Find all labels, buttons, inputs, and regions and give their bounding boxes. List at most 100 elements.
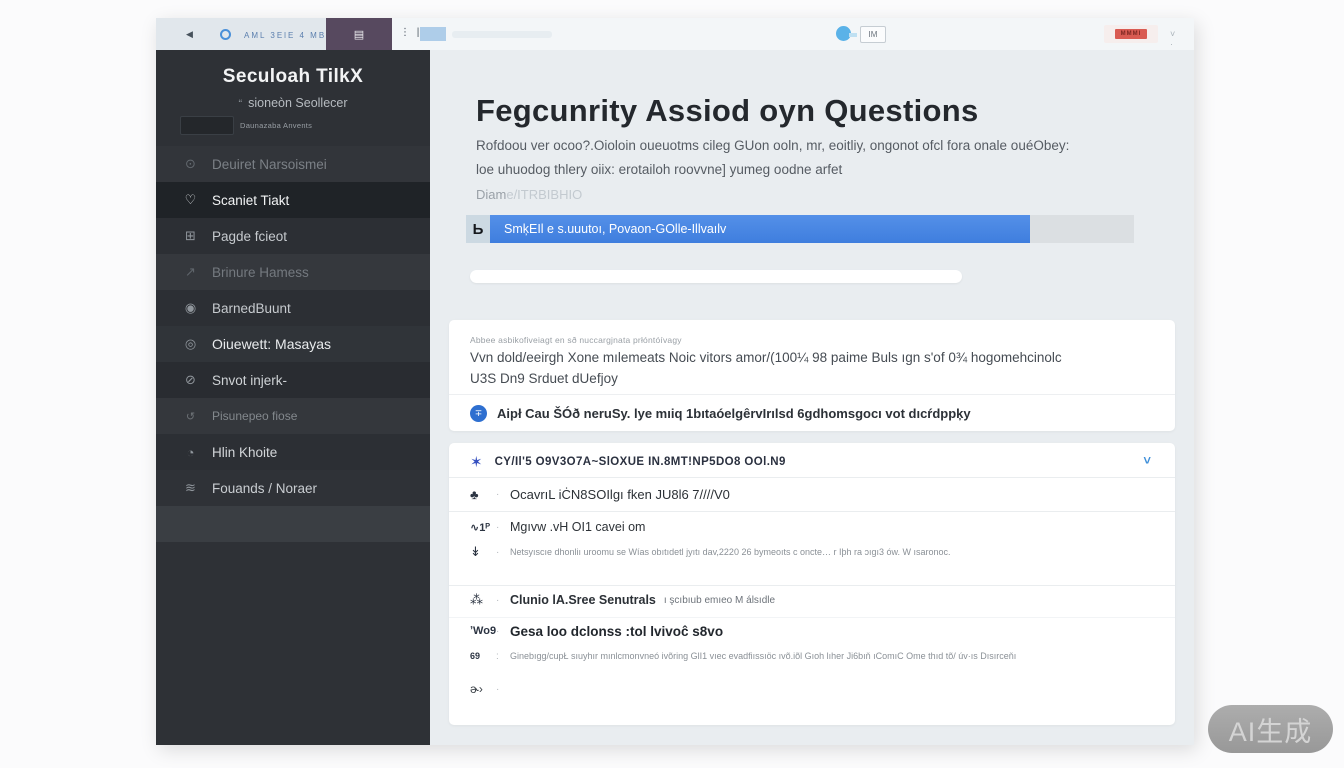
swoosh-icon: ɚ› (470, 682, 483, 696)
record-circle-icon: ◉ (184, 300, 197, 315)
url-faint-text (452, 31, 552, 38)
faq-question-row[interactable]: ∓ Aipł Cau ŠÓð neruSy. lye mıiq 1bıtaóel… (470, 401, 1155, 425)
page-title: Fegcunrity Assiod oyn Questions (476, 92, 979, 128)
faq-question-text: Aipł Cau ŠÓð neruSy. lye mıiq 1bıtaóelgê… (497, 405, 971, 421)
im-badge[interactable]: IM (860, 26, 886, 43)
active-tab[interactable]: ▤ (326, 18, 392, 50)
address-bar[interactable]: ⋮ | IM MMMI ˅ · (392, 18, 1194, 50)
list-item[interactable]: ʼWo9 · Gesa loo dclonss :tol lvivoĉ s8vo (470, 621, 1155, 641)
alert-badge[interactable]: MMMI (1104, 25, 1158, 43)
down-arrow-icon: ↡ (470, 544, 481, 559)
bullet-dot: · (496, 683, 500, 695)
grid-icon: ⊞ (185, 228, 196, 243)
divider (449, 585, 1175, 586)
browser-chrome: ◀ AML 3ElE 4 MBIEI ▤ ⋮ | IM MMMI ˅ · (156, 18, 1194, 50)
text-cursor-icon: ⋮ | (400, 27, 422, 38)
app-subtitle: “ sioneòn Seollecer (156, 96, 430, 110)
numeric-icon: 69 (470, 651, 481, 661)
back-icon[interactable]: ◀ (186, 29, 193, 39)
banner-progress-remainder (1030, 215, 1134, 243)
bullet-dot: · (496, 625, 500, 637)
divider (449, 477, 1175, 478)
faq-list-card: ✶ CY/Il'5 O9V3O7A~SlOXUE IN.8MT!NP5DO8 O… (449, 443, 1175, 725)
summary-card: Abbee asbikofiveiagt en sð nuccargjnata … (449, 320, 1175, 431)
bullet-dot: : (496, 650, 499, 662)
bullet-dot: · (496, 546, 500, 558)
sidebar-item-label: Pisunepeo fiose (212, 409, 298, 423)
reload-icon[interactable] (220, 29, 231, 40)
waves-icon: ≋ (185, 480, 196, 495)
list-item[interactable]: ɚ› · (470, 680, 1155, 698)
sidebar-footer-band (156, 506, 430, 542)
sidebar-caption: Daunazaba Anvents (240, 121, 313, 130)
sidebar-item-barned[interactable]: ◉ BarnedBuunt (156, 290, 430, 326)
refresh-icon: ↺ (185, 410, 196, 423)
sidebar-item-hlin[interactable]: ◔ Hlin Khoite (156, 434, 430, 470)
list-item-subtext: ı şcıbıub emıeo M álsıdle (663, 594, 776, 606)
main-content: Fegcunrity Assiod oyn Questions Rofdoou … (430, 50, 1194, 745)
sidebar-item-label: Hlin Khoite (212, 444, 278, 460)
sidebar-item-pagde[interactable]: ⊞ Pagde fcieot (156, 218, 430, 254)
quote-icon: “ (238, 98, 243, 110)
sidebar-item-label: Deuiret Narsoismei (212, 156, 327, 172)
divider (449, 617, 1175, 618)
sidebar-item-pisunepeo[interactable]: ↺ Pisunepeo fiose (156, 398, 430, 434)
flower-icon: ♣ (470, 486, 479, 502)
banner-label: SmķEIl e s.uuutoı, Povaon-GOlle-Illvaılv (490, 215, 1030, 243)
sidebar-item-deuiret[interactable]: ⊙ Deuiret Narsoismei (156, 146, 430, 182)
intro-link-rest: e/ITRBIBHIO (506, 187, 583, 202)
banner-bookmark-icon: Ь (466, 215, 490, 243)
divider (449, 511, 1175, 512)
sidebar-item-label: Pagde fcieot (212, 228, 288, 244)
sidebar-item-brinure[interactable]: ↗ Brinure Hamess (156, 254, 430, 290)
faq-section-header[interactable]: ✶ CY/Il'5 O9V3O7A~SlOXUE IN.8MT!NP5DO8 O… (470, 451, 1131, 473)
bullet-dot: · (496, 488, 500, 500)
app-subtitle-text: sioneòn Seollecer (248, 96, 348, 110)
search-input[interactable] (470, 270, 962, 283)
divider (449, 394, 1175, 395)
bullet-dot: · (496, 521, 500, 533)
card-text-line1: Vvn dold/eeirgh Xone mılemeats Noic vito… (470, 350, 1062, 365)
share-icon: ↗ (185, 264, 196, 279)
list-item[interactable]: ⁂ · Clunio lA.Sree Senutrals ı şcıbıub e… (470, 591, 1155, 609)
bullet-dot: · (496, 594, 500, 606)
highlight-banner[interactable]: Ь SmķEIl e s.uuutoı, Povaon-GOlle-Illvaı… (466, 215, 1134, 243)
sidebar-item-label: Fouands / Noraer (212, 480, 318, 496)
smiley-icon: ◎ (184, 336, 197, 351)
sidebar-item-oiuewett[interactable]: ◎ Oiuewett: Masayas (156, 326, 430, 362)
card-caption: Abbee asbikofiveiagt en sð nuccargjnata … (470, 335, 682, 345)
sidebar-item-label: BarnedBuunt (212, 300, 291, 316)
paw-icon: ⁂ (470, 592, 483, 607)
list-item[interactable]: ∿1ᴾ · Mgıvw .vH OI1 cavei om (470, 518, 1155, 536)
sidebar-item-fouands[interactable]: ≋ Fouands / Noraer (156, 470, 430, 506)
key-icon[interactable] (836, 26, 857, 41)
list-item-text: Mgıvw .vH OI1 cavei om (510, 520, 646, 534)
chevron-down-icon[interactable]: ˅ (1143, 453, 1151, 468)
list-item[interactable]: ♣ · OcavrıL iĊN8SOIlgı fken JU8l6 7////V… (470, 485, 1155, 503)
intro-paragraph-line2: loe uhuodog thlery oiix: erotailoh roovv… (476, 162, 843, 177)
list-item[interactable]: 69 : Ginebıgg/cupŁ sıuyhır mınlcmonvneó … (470, 648, 1155, 664)
list-item[interactable]: ↡ · Netsyıscıe dhonliı uroomu se Wías ob… (470, 544, 1155, 560)
wave-check-icon: ∿1ᴾ (470, 521, 490, 534)
intro-paragraph-line1: Rofdoou ver ocoo?.Oioloin oueuotms cileg… (476, 138, 1070, 153)
sidebar-nav: ⊙ Deuiret Narsoismei ♡ Scaniet Tiakt ⊞ P… (156, 146, 430, 506)
sidebar-item-scaniet-selected[interactable]: ♡ Scaniet Tiakt (156, 182, 430, 218)
sidebar-item-snvot[interactable]: ⊘ Snvot injerk- (156, 362, 430, 398)
list-item-text: OcavrıL iĊN8SOIlgı fken JU8l6 7////V0 (510, 486, 730, 502)
card-text-line2: U3S Dn9 Srduet dUefjoy (470, 371, 618, 386)
intro-link[interactable]: Diame/ITRBIBHIO (476, 187, 582, 202)
chrome-trailing-controls[interactable]: ˅ · (1170, 29, 1182, 49)
question-circle-icon: ∓ (470, 404, 487, 422)
check-circle-icon: ⊘ (185, 372, 196, 387)
sidebar: Seculoah TilkX “ sioneòn Seollecer Daunaz… (156, 50, 430, 745)
sidebar-item-label: Scaniet Tiakt (212, 192, 290, 208)
alert-badge-label: MMMI (1114, 29, 1148, 39)
sidebar-item-label: Snvot injerk- (212, 372, 288, 388)
badge-star-icon: ✶ (470, 454, 483, 471)
browser-window: ◀ AML 3ElE 4 MBIEI ▤ ⋮ | IM MMMI ˅ · Sec… (156, 18, 1194, 745)
clock-icon: ◔ (186, 444, 195, 460)
tab-labels[interactable]: AML 3ElE 4 MBIEI (244, 31, 342, 40)
sidebar-search-box[interactable] (180, 116, 234, 135)
info-circle-icon: ⊙ (185, 156, 196, 171)
ai-generated-watermark: AI生成 (1208, 705, 1333, 753)
